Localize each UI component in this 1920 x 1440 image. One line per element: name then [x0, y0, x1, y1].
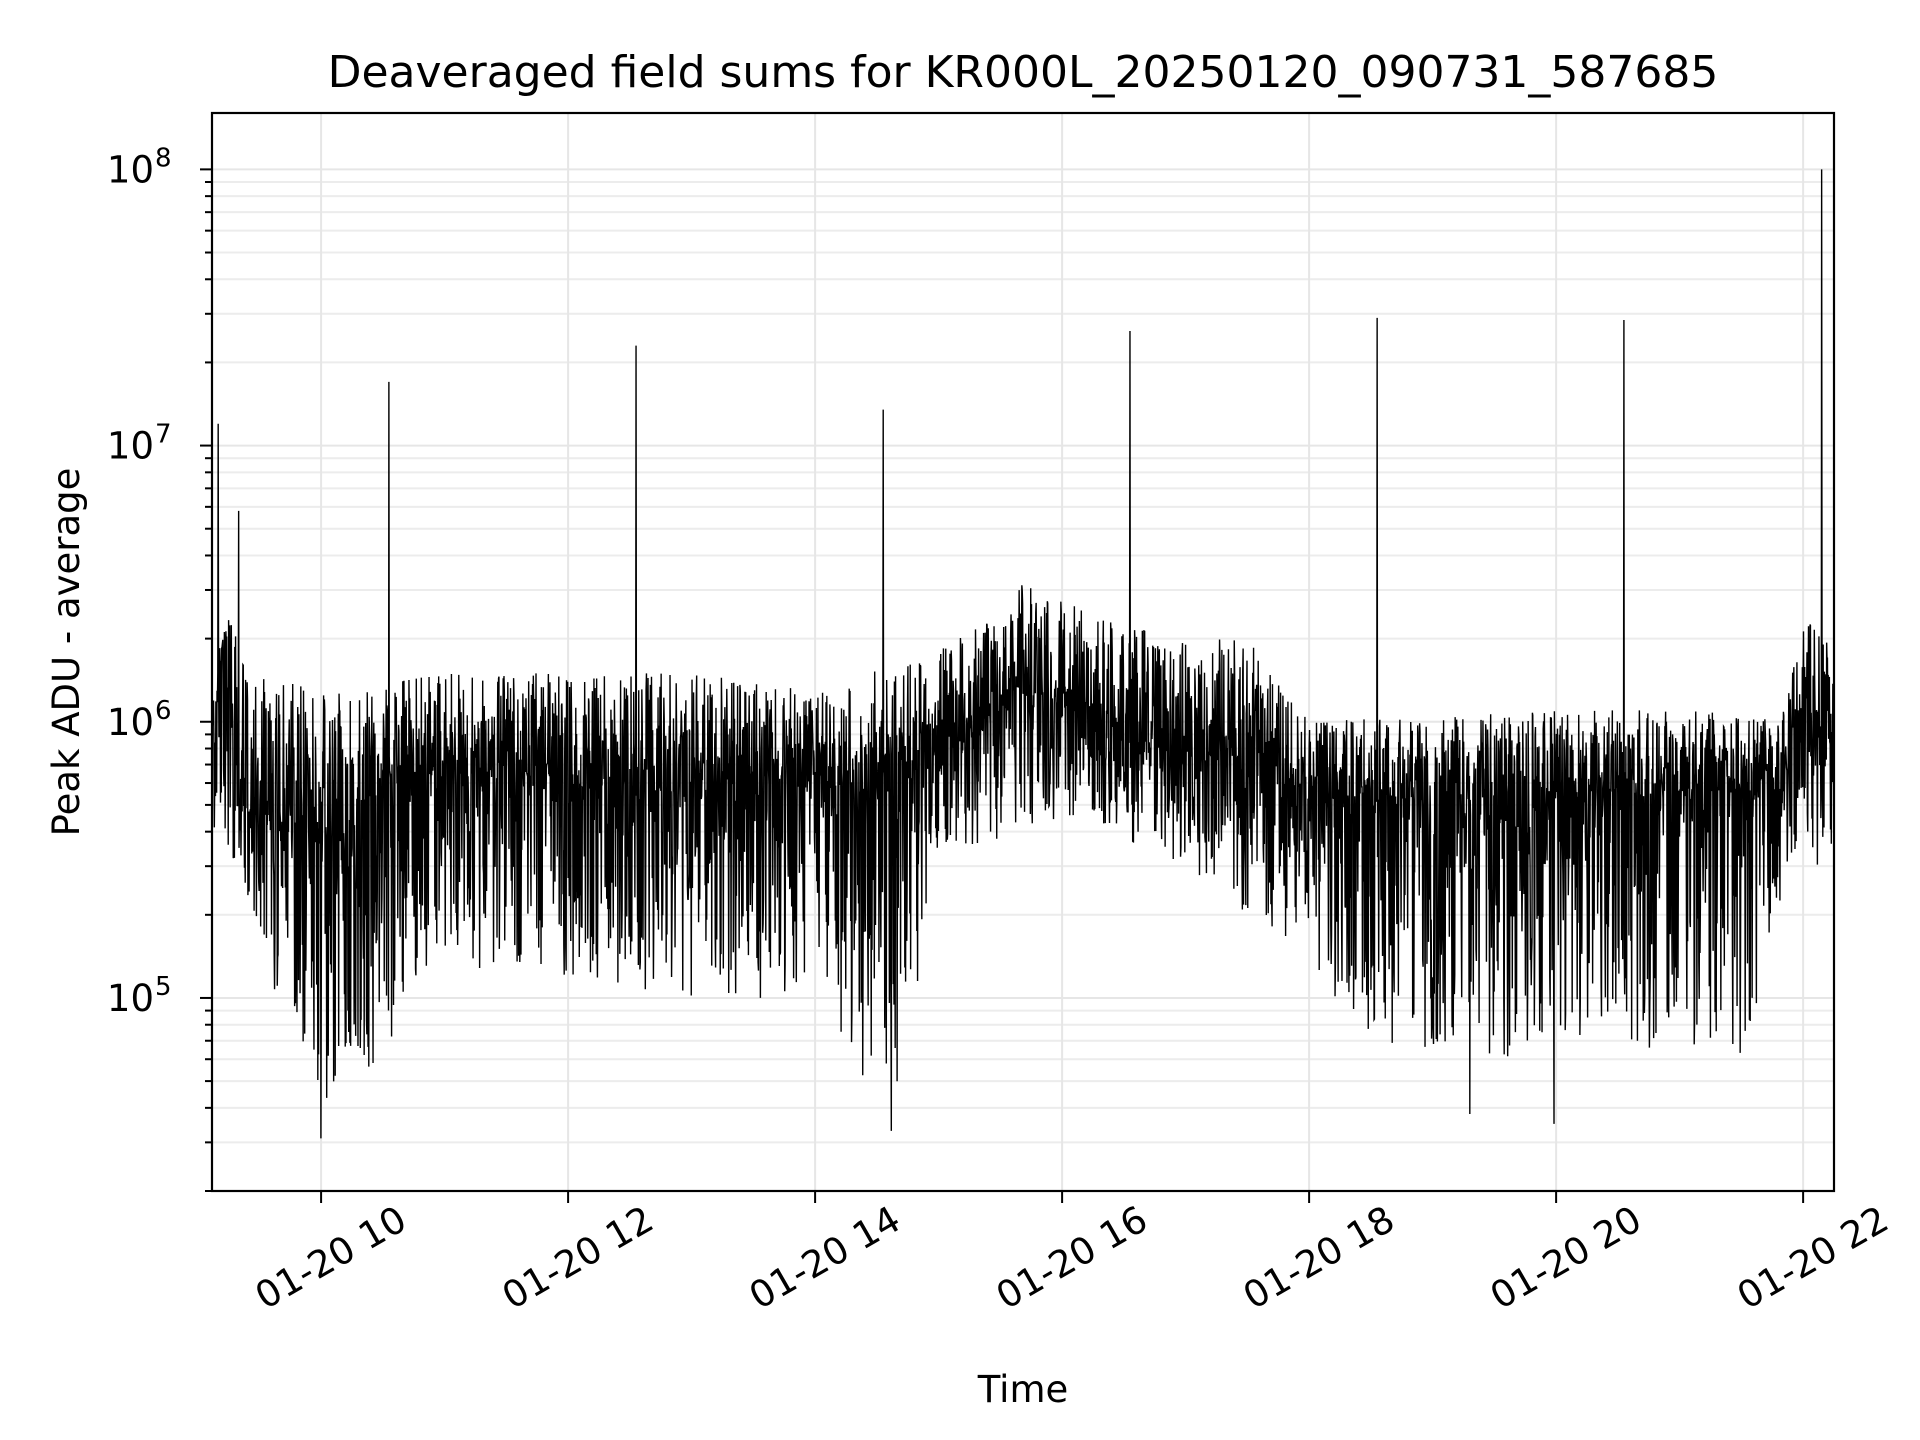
series-line [211, 169, 1835, 1139]
y-tick-label-base: 10 [107, 425, 154, 468]
x-axis-label: Time [977, 1368, 1069, 1411]
chart-title: Deaveraged field sums for KR000L_2025012… [328, 47, 1719, 98]
y-tick-label-base: 10 [107, 701, 154, 744]
y-tick-label: 10 [107, 977, 154, 1020]
y-tick-label-exponent: 7 [155, 420, 172, 450]
y-tick-label: 10 [107, 148, 154, 191]
plot-area [205, 111, 1836, 1193]
y-tick-label-exponent: 5 [155, 972, 172, 1002]
y-tick-label-exponent: 8 [155, 143, 172, 173]
y-tick-label-base: 10 [107, 977, 154, 1020]
plot-frame [210, 111, 1836, 1193]
y-tick-label-exponent: 6 [155, 696, 172, 726]
y-tick-label-base: 10 [107, 148, 154, 191]
y-tick-label: 10 [107, 701, 154, 744]
y-tick-label: 10 [107, 425, 154, 468]
y-axis-label: Peak ADU - average [45, 468, 88, 837]
